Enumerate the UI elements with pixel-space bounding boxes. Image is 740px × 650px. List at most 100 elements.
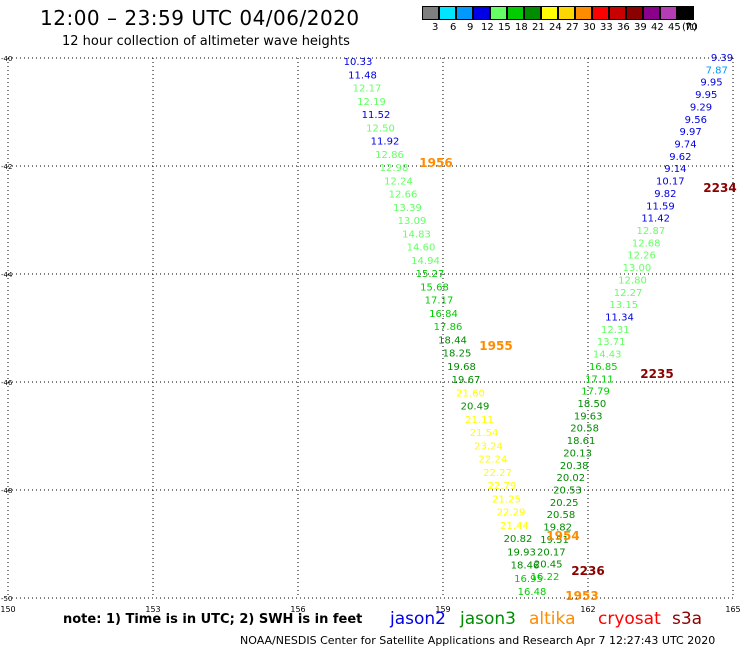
pass-time-label: 2236 — [571, 564, 604, 578]
swh-value-altika: 22.27 — [483, 468, 512, 479]
legend-label: 70 — [685, 22, 698, 33]
swh-value-altika: 19.67 — [452, 375, 481, 386]
swh-value-cryosat: 9.62 — [669, 152, 691, 163]
swh-value-cryosat: 16.22 — [531, 572, 560, 583]
legend-label: 30 — [583, 22, 596, 33]
swh-value-altika: 22.79 — [488, 481, 517, 492]
legend-swatch — [660, 6, 677, 20]
legend-label: 27 — [566, 22, 579, 33]
pass-time-label: 2235 — [640, 367, 673, 381]
swh-value-cryosat: 12.31 — [601, 325, 630, 336]
swh-value-cryosat: 18.61 — [567, 436, 596, 447]
legend-label: 12 — [481, 22, 494, 33]
lon-tick-label: 153 — [145, 605, 160, 614]
swh-value-cryosat: 9.29 — [690, 102, 712, 113]
legend-swatch — [439, 6, 456, 20]
legend-swatch — [456, 6, 473, 20]
lat-tick-label: -40 — [1, 55, 12, 63]
swh-value-cryosat: 9.95 — [700, 78, 722, 89]
credit-line: NOAA/NESDIS Center for Satellite Applica… — [240, 634, 574, 647]
pass-time-label: 1956 — [419, 156, 452, 170]
swh-value-cryosat: 9.14 — [664, 164, 686, 175]
swh-value-altika: 12.66 — [389, 190, 418, 201]
swh-value-altika: 22.24 — [479, 455, 508, 466]
swh-value-cryosat: 20.13 — [563, 448, 592, 459]
swh-value-cryosat: 20.17 — [537, 547, 566, 558]
swh-value-cryosat: 20.45 — [534, 560, 563, 571]
swh-value-cryosat: 12.27 — [614, 288, 643, 299]
lon-tick-label: 162 — [580, 605, 595, 614]
swh-value-cryosat: 12.80 — [618, 275, 647, 286]
swh-value-altika: 12.17 — [353, 84, 382, 95]
swh-value-cryosat: 20.53 — [553, 486, 582, 497]
swh-value-altika: 15.27 — [416, 269, 445, 280]
satellite-name-cryosat: cryosat — [598, 609, 661, 629]
satellite-name-altika: altika — [529, 609, 576, 629]
swh-value-altika: 20.82 — [504, 534, 533, 545]
swh-value-altika: 11.52 — [362, 110, 391, 121]
swh-value-cryosat: 7.87 — [706, 65, 728, 76]
swh-value-cryosat: 9.97 — [680, 127, 702, 138]
page-subtitle: 12 hour collection of altimeter wave hei… — [62, 34, 350, 49]
swh-value-cryosat: 19.82 — [543, 523, 572, 534]
swh-value-cryosat: 12.87 — [637, 226, 666, 237]
swh-value-cryosat: 19.63 — [574, 411, 603, 422]
swh-value-altika: 18.44 — [438, 335, 467, 346]
swh-value-altika: 13.39 — [393, 203, 422, 214]
legend-label: 36 — [617, 22, 630, 33]
swh-value-altika: 14.83 — [402, 229, 431, 240]
lat-tick-label: -44 — [1, 271, 13, 279]
swh-value-altika: 21.11 — [465, 415, 494, 426]
lat-tick-label: -42 — [1, 163, 12, 171]
swh-value-altika: 21.25 — [492, 494, 521, 505]
page-title: 12:00 – 23:59 UTC 04/06/2020 — [40, 6, 360, 30]
swh-value-altika: 16.95 — [514, 574, 543, 585]
swh-value-cryosat: 9.74 — [674, 140, 696, 151]
swh-value-altika: 11.92 — [371, 137, 400, 148]
swh-value-cryosat: 12.68 — [632, 238, 661, 249]
generated-timestamp: Apr 7 12:27:43 UTC 2020 — [576, 634, 716, 647]
legend-swatch — [626, 6, 643, 20]
swh-value-cryosat: 17.79 — [581, 387, 610, 398]
swh-value-cryosat: 11.59 — [646, 201, 675, 212]
swh-value-cryosat: 12.26 — [627, 251, 656, 262]
lat-tick-label: -48 — [1, 487, 12, 495]
pass-time-label: 2234 — [703, 181, 736, 195]
lat-tick-label: -50 — [1, 595, 12, 603]
swh-value-cryosat: 16.85 — [589, 362, 618, 373]
swh-value-cryosat: 9.56 — [685, 115, 707, 126]
swh-value-altika: 17.17 — [425, 296, 454, 307]
swh-value-altika: 22.29 — [497, 508, 526, 519]
swh-value-cryosat: 18.50 — [578, 399, 607, 410]
legend-swatch — [643, 6, 660, 20]
swh-value-cryosat: 19.51 — [540, 535, 569, 546]
swh-value-altika: 14.94 — [411, 256, 440, 267]
satellite-name-s3a: s3a — [672, 609, 703, 629]
swh-value-cryosat: 11.34 — [605, 313, 634, 324]
lat-tick-label: -46 — [1, 379, 13, 387]
swh-value-altika: 17.86 — [434, 322, 463, 333]
swh-value-cryosat: 20.38 — [560, 461, 589, 472]
legend-label: 9 — [467, 22, 474, 33]
swh-value-altika: 11.48 — [348, 70, 377, 81]
lon-tick-label: 159 — [435, 605, 450, 614]
swh-value-altika: 16.84 — [429, 309, 458, 320]
legend-swatch — [541, 6, 558, 20]
footnote: note: 1) Time is in UTC; 2) SWH is in fe… — [63, 612, 363, 627]
swh-value-altika: 12.24 — [384, 176, 413, 187]
legend-label: 24 — [549, 22, 562, 33]
legend-label: 3 — [432, 22, 439, 33]
swh-value-cryosat: 11.42 — [641, 214, 670, 225]
swh-value-altika: 16.48 — [518, 587, 547, 598]
swh-value-cryosat: 10.17 — [656, 177, 685, 188]
swh-value-altika: 23.24 — [474, 441, 503, 452]
lon-tick-label: 165 — [725, 605, 740, 614]
legend-swatch — [592, 6, 609, 20]
swh-value-cryosat: 13.00 — [623, 263, 652, 274]
swh-value-cryosat: 9.95 — [695, 90, 717, 101]
legend-swatch — [558, 6, 575, 20]
swh-value-altika: 21.44 — [500, 521, 529, 532]
legend-swatch — [473, 6, 490, 20]
swh-value-cryosat: 9.82 — [654, 189, 676, 200]
